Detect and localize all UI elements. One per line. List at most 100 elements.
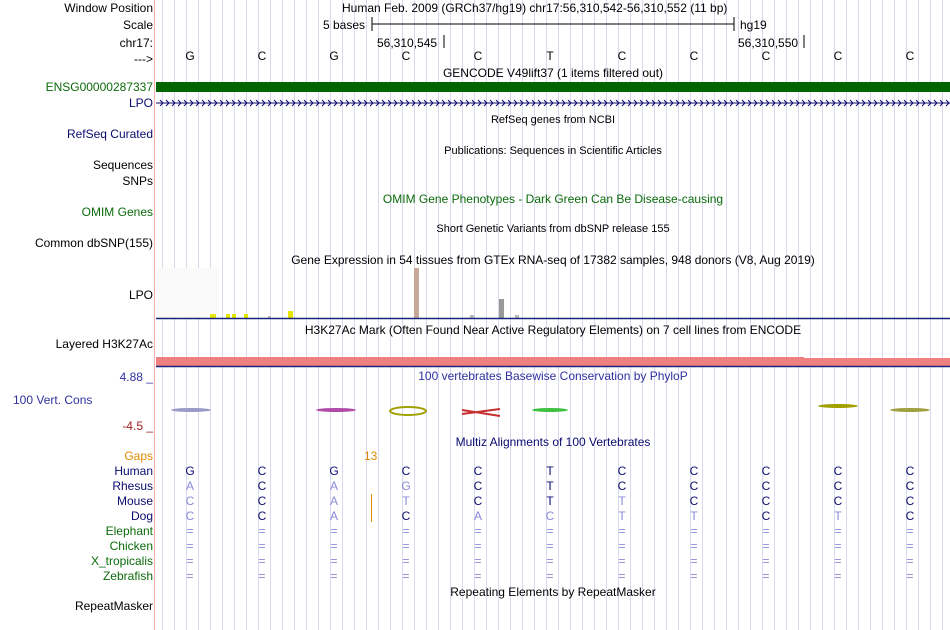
species-label[interactable]: Dog xyxy=(130,509,153,523)
phylop-label[interactable]: 100 Vert. Cons xyxy=(13,393,93,407)
alignment-base: C xyxy=(761,464,771,478)
alignment-base: = xyxy=(906,554,914,568)
alignment-base: = xyxy=(186,524,194,538)
alignment-base: T xyxy=(546,464,554,478)
gencode-gene-bar[interactable] xyxy=(156,82,950,92)
alignment-base: T xyxy=(402,494,410,508)
alignment-base: C xyxy=(617,464,627,478)
species-label[interactable]: Zebrafish xyxy=(102,569,153,583)
alignment-base: C xyxy=(905,494,915,508)
repeatmasker-label[interactable]: RepeatMasker xyxy=(74,599,153,613)
assembly-position: Human Feb. 2009 (GRCh37/hg19) chr17:56,3… xyxy=(342,1,728,15)
alignment-base: C xyxy=(257,464,267,478)
alignment-base: T xyxy=(546,494,554,508)
alignment-base: = xyxy=(906,524,914,538)
alignment-base: C xyxy=(473,479,483,493)
dbsnp-track-title: Short Genetic Variants from dbSNP releas… xyxy=(436,223,670,235)
alignment-base: = xyxy=(474,569,482,583)
alignment-base: = xyxy=(330,524,338,538)
gencode-gene-label[interactable]: ENSG00000287337 xyxy=(45,80,153,94)
dbsnp-label[interactable]: Common dbSNP(155) xyxy=(34,236,153,250)
alignment-base: A xyxy=(185,479,194,493)
alignment-base: = xyxy=(618,539,626,553)
alignment-base: A xyxy=(329,479,338,493)
alignment-base: = xyxy=(474,524,482,538)
alignment-base: C xyxy=(401,464,411,478)
alignment-base: C xyxy=(689,479,699,493)
omim-label[interactable]: OMIM Genes xyxy=(81,205,153,219)
refseq-label[interactable]: RefSeq Curated xyxy=(66,127,153,141)
alignment-base: = xyxy=(834,554,842,568)
publications-track-title: Publications: Sequences in Scientific Ar… xyxy=(444,145,662,157)
reference-base: G xyxy=(329,49,339,63)
alignment-base: C xyxy=(617,479,627,493)
alignment-base: = xyxy=(762,524,770,538)
alignment-base: C xyxy=(833,479,843,493)
alignment-base: = xyxy=(762,539,770,553)
alignment-base: G xyxy=(401,479,411,493)
gtex-label[interactable]: LPO xyxy=(128,288,153,302)
alignment-base: = xyxy=(258,554,266,568)
publications-label[interactable]: Sequences xyxy=(92,158,153,172)
phylop-max-label: 4.88 _ xyxy=(119,370,153,384)
alignment-base: C xyxy=(761,494,771,508)
alignment-base: T xyxy=(690,509,698,523)
alignment-base: C xyxy=(761,479,771,493)
alignment-base: C xyxy=(833,494,843,508)
alignment-base: = xyxy=(330,554,338,568)
alignment-base: C xyxy=(257,479,267,493)
alignment-base: = xyxy=(618,569,626,583)
alignment-base: C xyxy=(905,509,915,523)
species-label[interactable]: Rhesus xyxy=(112,479,153,493)
position-right: 56,310,550 xyxy=(738,36,799,50)
alignment-base: = xyxy=(402,554,410,568)
alignment-base: = xyxy=(402,524,410,538)
alignment-base: C xyxy=(257,494,267,508)
alignment-base: C xyxy=(761,509,771,523)
alignment-base: C xyxy=(905,464,915,478)
h3k27ac-track-title: H3K27Ac Mark (Often Found Near Active Re… xyxy=(304,323,802,337)
alignment-base: C xyxy=(689,464,699,478)
alignment-base: = xyxy=(546,539,554,553)
species-label[interactable]: Elephant xyxy=(105,524,153,538)
species-label[interactable]: X_tropicalis xyxy=(90,554,153,568)
alignment-base: = xyxy=(762,569,770,583)
alignment-base: = xyxy=(690,554,698,568)
alignment-base: G xyxy=(185,464,195,478)
alignment-base: C xyxy=(473,494,483,508)
gtex-track-title: Gene Expression in 54 tissues from GTEx … xyxy=(291,253,815,267)
reference-base: T xyxy=(546,49,554,63)
lpo-gene-label[interactable]: LPO xyxy=(128,96,153,110)
gencode-track-title[interactable]: GENCODE V49lift37 (1 items filtered out) xyxy=(442,66,664,80)
species-label[interactable]: Human xyxy=(114,464,153,478)
snps-label[interactable]: SNPs xyxy=(122,174,153,188)
h3k27ac-label[interactable]: Layered H3K27Ac xyxy=(55,337,153,351)
alignment-base: = xyxy=(834,539,842,553)
alignment-base: = xyxy=(474,554,482,568)
species-label[interactable]: Mouse xyxy=(116,494,153,508)
alignment-base: = xyxy=(258,524,266,538)
alignment-base: T xyxy=(834,509,842,523)
phylop-track-title: 100 vertebrates Basewise Conservation by… xyxy=(418,369,688,383)
alignment-base: = xyxy=(690,569,698,583)
alignment-base: = xyxy=(906,569,914,583)
alignment-base: = xyxy=(258,569,266,583)
alignment-base: = xyxy=(546,524,554,538)
alignment-base: = xyxy=(330,569,338,583)
alignment-base: C xyxy=(905,479,915,493)
reference-base: C xyxy=(401,49,411,63)
alignment-base: T xyxy=(618,494,626,508)
alignment-base: T xyxy=(546,479,554,493)
alignment-base: A xyxy=(329,509,338,523)
species-label[interactable]: Chicken xyxy=(109,539,153,553)
alignment-base: = xyxy=(546,569,554,583)
alignment-base: C xyxy=(401,509,411,523)
alignment-base: = xyxy=(690,539,698,553)
alignment-base: C xyxy=(185,494,195,508)
